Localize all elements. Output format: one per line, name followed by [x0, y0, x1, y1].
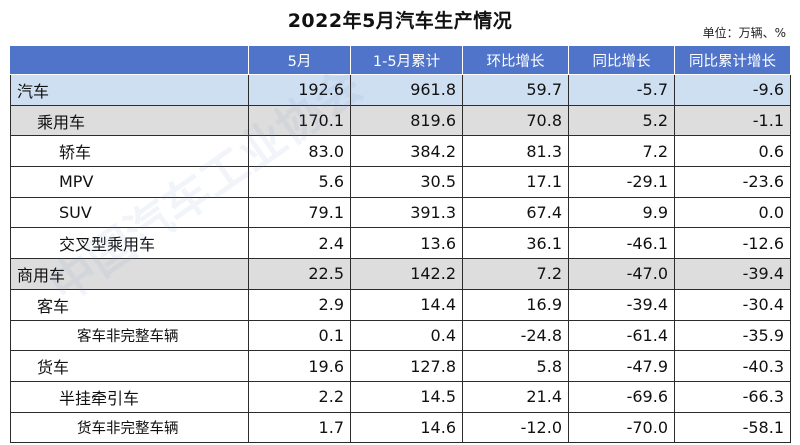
cell-yoy-ytd: -66.3: [674, 380, 791, 413]
cell-yoy-ytd: 0.6: [674, 135, 791, 168]
cell-yoy: 9.9: [568, 196, 675, 229]
header-cell-may: 5月: [248, 45, 351, 75]
table-row: 轿车 83.0 384.2 81.3 7.2 0.6: [10, 135, 791, 168]
cell-yoy: 5.2: [568, 104, 675, 137]
cell-mom: -24.8: [462, 319, 569, 352]
row-label: SUV: [10, 196, 249, 229]
cell-ytd: 384.2: [350, 135, 463, 168]
cell-may: 2.2: [248, 380, 351, 413]
cell-yoy-ytd: -40.3: [674, 350, 791, 382]
table-row: 商用车 22.5 142.2 7.2 -47.0 -39.4: [10, 258, 791, 290]
cell-mom: 17.1: [462, 166, 569, 198]
table-row: 货车非完整车辆 1.7 14.6 -12.0 -70.0 -58.1: [10, 411, 791, 444]
cell-yoy: -29.1: [568, 166, 675, 198]
cell-yoy: -39.4: [568, 288, 675, 321]
row-label: 交叉型乘用车: [10, 227, 249, 260]
row-label: 货车: [10, 350, 249, 382]
page-title: 2022年5月汽车生产情况: [287, 10, 513, 32]
cell-yoy-ytd: -12.6: [674, 227, 791, 260]
cell-may: 83.0: [248, 135, 351, 168]
cell-mom: 70.8: [462, 104, 569, 137]
header-row: 5月 1-5月累计 环比增长 同比增长 同比累计增长: [10, 45, 791, 75]
cell-ytd: 142.2: [350, 258, 463, 290]
cell-yoy: -70.0: [568, 411, 675, 444]
unit-label: 单位：万辆、%: [702, 26, 786, 40]
header-cell-yoy-ytd: 同比累计增长: [674, 45, 791, 75]
cell-mom: 5.8: [462, 350, 569, 382]
cell-yoy-ytd: -30.4: [674, 288, 791, 321]
row-label: 商用车: [10, 258, 249, 290]
header-cell-yoy: 同比增长: [568, 45, 675, 75]
table-row: 交叉型乘用车 2.4 13.6 36.1 -46.1 -12.6: [10, 227, 791, 260]
cell-ytd: 14.5: [350, 380, 463, 413]
cell-may: 19.6: [248, 350, 351, 382]
table-row: 汽车 192.6 961.8 59.7 -5.7 -9.6: [10, 74, 791, 106]
table-row: 半挂牵引车 2.2 14.5 21.4 -69.6 -66.3: [10, 380, 791, 413]
cell-may: 1.7: [248, 411, 351, 444]
row-label: 客车: [10, 288, 249, 321]
cell-yoy: -47.9: [568, 350, 675, 382]
cell-may: 22.5: [248, 258, 351, 290]
cell-yoy: -69.6: [568, 380, 675, 413]
cell-yoy-ytd: -58.1: [674, 411, 791, 444]
cell-may: 5.6: [248, 166, 351, 198]
cell-may: 79.1: [248, 196, 351, 229]
cell-yoy-ytd: -9.6: [674, 74, 791, 106]
cell-yoy-ytd: 0.0: [674, 196, 791, 229]
row-label: 汽车: [10, 74, 249, 106]
cell-mom: 81.3: [462, 135, 569, 168]
cell-mom: 7.2: [462, 258, 569, 290]
cell-ytd: 0.4: [350, 319, 463, 352]
cell-ytd: 30.5: [350, 166, 463, 198]
cell-mom: 21.4: [462, 380, 569, 413]
row-label: 轿车: [10, 135, 249, 168]
cell-yoy: -61.4: [568, 319, 675, 352]
production-table: 5月 1-5月累计 环比增长 同比增长 同比累计增长 汽车 192.6 961.8 5…: [10, 45, 791, 444]
table-row: MPV 5.6 30.5 17.1 -29.1 -23.6: [10, 166, 791, 198]
cell-may: 2.9: [248, 288, 351, 321]
cell-yoy-ytd: -23.6: [674, 166, 791, 198]
cell-mom: 67.4: [462, 196, 569, 229]
table-row: 客车 2.9 14.4 16.9 -39.4 -30.4: [10, 288, 791, 321]
cell-may: 192.6: [248, 74, 351, 106]
row-label: MPV: [10, 166, 249, 198]
header-cell-ytd: 1-5月累计: [350, 45, 463, 75]
cell-yoy: -5.7: [568, 74, 675, 106]
cell-ytd: 13.6: [350, 227, 463, 260]
cell-yoy: 7.2: [568, 135, 675, 168]
cell-yoy-ytd: -1.1: [674, 104, 791, 137]
header-cell-mom: 环比增长: [462, 45, 569, 75]
cell-yoy: -46.1: [568, 227, 675, 260]
table-row: SUV 79.1 391.3 67.4 9.9 0.0: [10, 196, 791, 229]
row-label: 货车非完整车辆: [10, 411, 249, 444]
cell-yoy: -47.0: [568, 258, 675, 290]
cell-mom: 36.1: [462, 227, 569, 260]
cell-mom: -12.0: [462, 411, 569, 444]
row-label: 客车非完整车辆: [10, 319, 249, 352]
cell-mom: 16.9: [462, 288, 569, 321]
row-label: 半挂牵引车: [10, 380, 249, 413]
cell-ytd: 961.8: [350, 74, 463, 106]
cell-ytd: 14.4: [350, 288, 463, 321]
table-row: 客车非完整车辆 0.1 0.4 -24.8 -61.4 -35.9: [10, 319, 791, 352]
cell-may: 170.1: [248, 104, 351, 137]
row-label: 乘用车: [10, 104, 249, 137]
cell-may: 0.1: [248, 319, 351, 352]
cell-ytd: 14.6: [350, 411, 463, 444]
cell-ytd: 391.3: [350, 196, 463, 229]
cell-yoy-ytd: -39.4: [674, 258, 791, 290]
cell-ytd: 127.8: [350, 350, 463, 382]
table-row: 乘用车 170.1 819.6 70.8 5.2 -1.1: [10, 104, 791, 137]
table-body: 汽车 192.6 961.8 59.7 -5.7 -9.6 乘用车 170.1 819.6 70.…: [10, 74, 791, 444]
table-row: 货车 19.6 127.8 5.8 -47.9 -40.3: [10, 350, 791, 382]
cell-yoy-ytd: -35.9: [674, 319, 791, 352]
cell-ytd: 819.6: [350, 104, 463, 137]
cell-may: 2.4: [248, 227, 351, 260]
header-cell-category: [10, 45, 249, 75]
cell-mom: 59.7: [462, 74, 569, 106]
